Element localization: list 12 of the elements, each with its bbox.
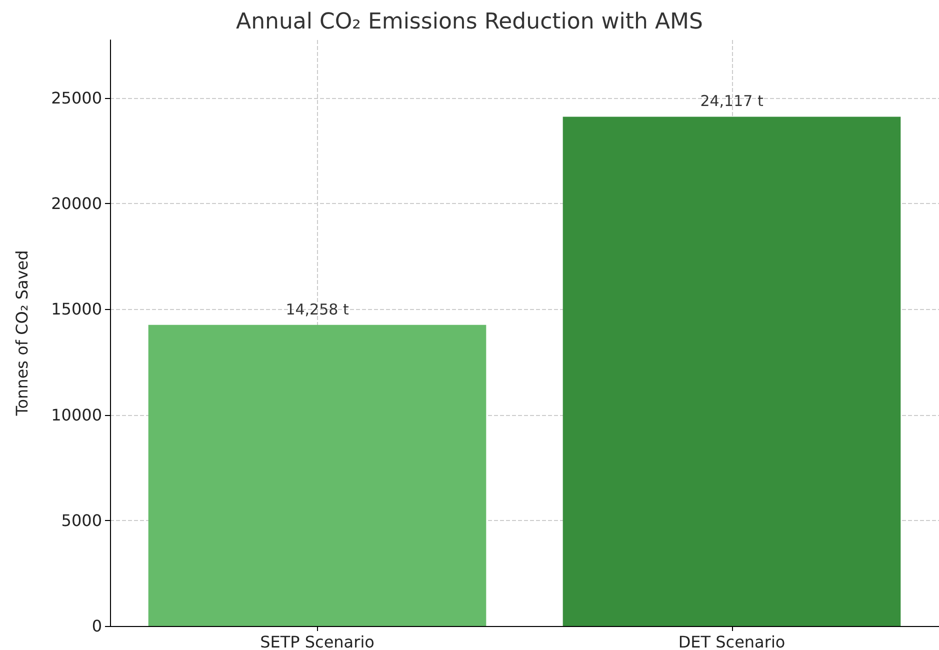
y-axis-title: Tonnes of CO₂ Saved: [12, 250, 32, 417]
data-label: 24,117 t: [700, 92, 764, 110]
y-tick-label: 15000: [51, 300, 102, 319]
y-tick-label: 25000: [51, 88, 102, 108]
data-label: 14,258 t: [286, 300, 349, 318]
y-tick-label: 20000: [51, 194, 102, 214]
x-tick-label: DET Scenario: [678, 632, 786, 650]
x-tick-label: SETP Scenario: [260, 632, 374, 650]
y-tick-label: 5000: [61, 510, 102, 530]
y-tick-label: 10000: [51, 405, 102, 424]
y-tick-label: 0: [92, 616, 102, 636]
chart-title: Annual CO₂ Emissions Reduction with AMS: [236, 10, 703, 34]
